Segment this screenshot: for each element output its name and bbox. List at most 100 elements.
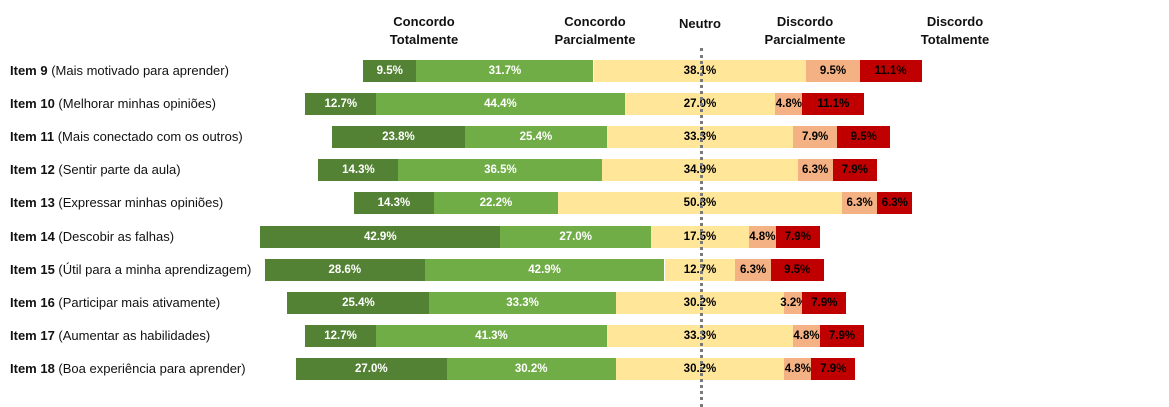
header-discordo-totalmente: Discordo Totalmente — [920, 14, 990, 47]
data-label-cp: 27.0% — [559, 231, 592, 243]
data-label-cp: 22.2% — [479, 197, 513, 209]
data-label-n: 50.8% — [683, 197, 717, 209]
bar-segment-dp — [806, 60, 860, 82]
bar-segment-dp — [797, 159, 833, 181]
data-label-cp: 30.2% — [514, 363, 548, 375]
item-label: Item 17 (Aumentar as habilidades) — [10, 328, 210, 344]
bar-segment-ct — [318, 159, 399, 181]
bar-segment-cp — [446, 358, 616, 380]
data-label-dt: 7.9% — [820, 363, 847, 375]
bar-segment-n — [606, 126, 794, 148]
bar-segment-cp — [398, 159, 603, 181]
data-label-cp: 41.3% — [475, 330, 508, 342]
data-label-n: 30.2% — [683, 297, 717, 309]
data-label-ct: 12.7% — [324, 98, 358, 110]
bar-segment-n — [615, 358, 785, 380]
data-label-ct: 25.4% — [342, 297, 375, 309]
bar-segment-cp — [500, 226, 652, 248]
data-label-ct: 42.9% — [363, 231, 397, 243]
item-label: Item 11 (Mais conectado com os outros) — [10, 129, 243, 145]
data-label-cp: 25.4% — [519, 131, 553, 143]
bar-segment-dt — [832, 159, 877, 181]
bar-segment-n — [664, 259, 736, 281]
header-concordo-parcialmente: Concordo Parcialmente — [554, 14, 636, 47]
bar-segment-cp — [433, 192, 558, 214]
bar-segment-ct — [353, 192, 434, 214]
item-id: Item 13 — [10, 195, 55, 210]
bar-segment-ct — [305, 93, 377, 115]
item-description: (Boa experiência para aprender) — [54, 361, 246, 376]
bar-segment-cp — [376, 325, 607, 347]
header-neutro: Neutro — [679, 16, 721, 31]
bar-segment-cp — [416, 60, 594, 82]
data-label-dp: 7.9% — [802, 131, 829, 143]
bar-segment-ct — [331, 126, 465, 148]
bar-segment-ct — [287, 292, 430, 314]
bar-segment-dt — [877, 192, 913, 214]
data-label-n: 33.3% — [683, 131, 717, 143]
bar-segment-ct — [295, 358, 447, 380]
item-label: Item 14 (Descobir as falhas) — [10, 229, 174, 245]
item-id: Item 16 — [10, 295, 55, 310]
bar-segment-dt — [819, 325, 865, 347]
bar-segment-dp — [793, 325, 820, 347]
bar-segment-n — [593, 60, 807, 82]
data-label-n: 34.9% — [683, 164, 717, 176]
item-id: Item 10 — [10, 96, 55, 111]
bar-segment-n — [624, 93, 776, 115]
item-label: Item 18 (Boa experiência para aprender) — [10, 361, 246, 377]
data-label-dp: 4.8% — [793, 330, 820, 342]
data-label-ct: 12.7% — [324, 330, 357, 342]
data-label-dt: 7.9% — [811, 297, 838, 309]
bar-segment-dp — [793, 126, 838, 148]
item-description: (Aumentar as habilidades) — [54, 328, 211, 343]
item-id: Item 15 — [10, 262, 55, 277]
header-concordo-totalmente: Concordo Totalmente — [389, 14, 459, 47]
bar-segment-n — [602, 159, 798, 181]
item-label: Item 9 (Mais motivado para aprender) — [10, 63, 229, 79]
bar-segment-cp — [424, 259, 665, 281]
item-description: (Descobir as falhas) — [54, 229, 175, 244]
data-label-n: 27.0% — [683, 98, 717, 110]
item-description: (Expressar minhas opiniões) — [54, 195, 224, 210]
data-label-dp: 4.8% — [749, 231, 776, 243]
data-label-dp: 3.2% — [780, 297, 807, 309]
data-label-dp: 6.3% — [802, 164, 829, 176]
data-label-dt: 6.3% — [881, 197, 908, 209]
bar-segment-dp — [784, 292, 803, 314]
bar-segment-dt — [775, 226, 820, 248]
data-label-n: 38.1% — [683, 65, 717, 77]
bar-segment-dt — [802, 292, 847, 314]
item-description: (Mais conectado com os outros) — [54, 129, 243, 144]
data-label-n: 33.3% — [683, 330, 717, 342]
header-discordo-parcialmente: Discordo Parcialmente — [764, 14, 846, 47]
item-description: (Sentir parte da aula) — [54, 162, 181, 177]
bar-segment-dt — [802, 93, 865, 115]
bar-segment-dp — [735, 259, 771, 281]
bar-segment-ct — [305, 325, 377, 347]
item-id: Item 12 — [10, 162, 55, 177]
data-label-dp: 9.5% — [819, 65, 847, 77]
data-label-n: 30.2% — [683, 363, 717, 375]
bar-segment-ct — [363, 60, 417, 82]
item-description: (Participar mais ativamente) — [54, 295, 221, 310]
item-label: Item 15 (Útil para a minha aprendizagem) — [10, 262, 251, 278]
bar-segment-dt — [837, 126, 891, 148]
data-label-dt: 9.5% — [850, 131, 877, 143]
bar-segment-cp — [376, 93, 625, 115]
data-label-cp: 42.9% — [528, 264, 561, 276]
data-label-cp: 44.4% — [484, 98, 517, 110]
bar-segment-dt — [770, 259, 824, 281]
item-id: Item 9 — [10, 63, 48, 78]
bar-segment-n — [651, 226, 749, 248]
item-id: Item 18 — [10, 361, 55, 376]
data-label-dt: 7.9% — [841, 164, 868, 176]
data-label-n: 17.5% — [683, 231, 717, 243]
bar-segment-dp — [775, 93, 803, 115]
item-label: Item 13 (Expressar minhas opiniões) — [10, 195, 223, 211]
data-label-dp: 6.3% — [846, 197, 873, 209]
bar-segment-dp — [841, 192, 878, 214]
data-label-dp: 4.8% — [784, 363, 811, 375]
bar-segment-ct — [260, 226, 501, 248]
